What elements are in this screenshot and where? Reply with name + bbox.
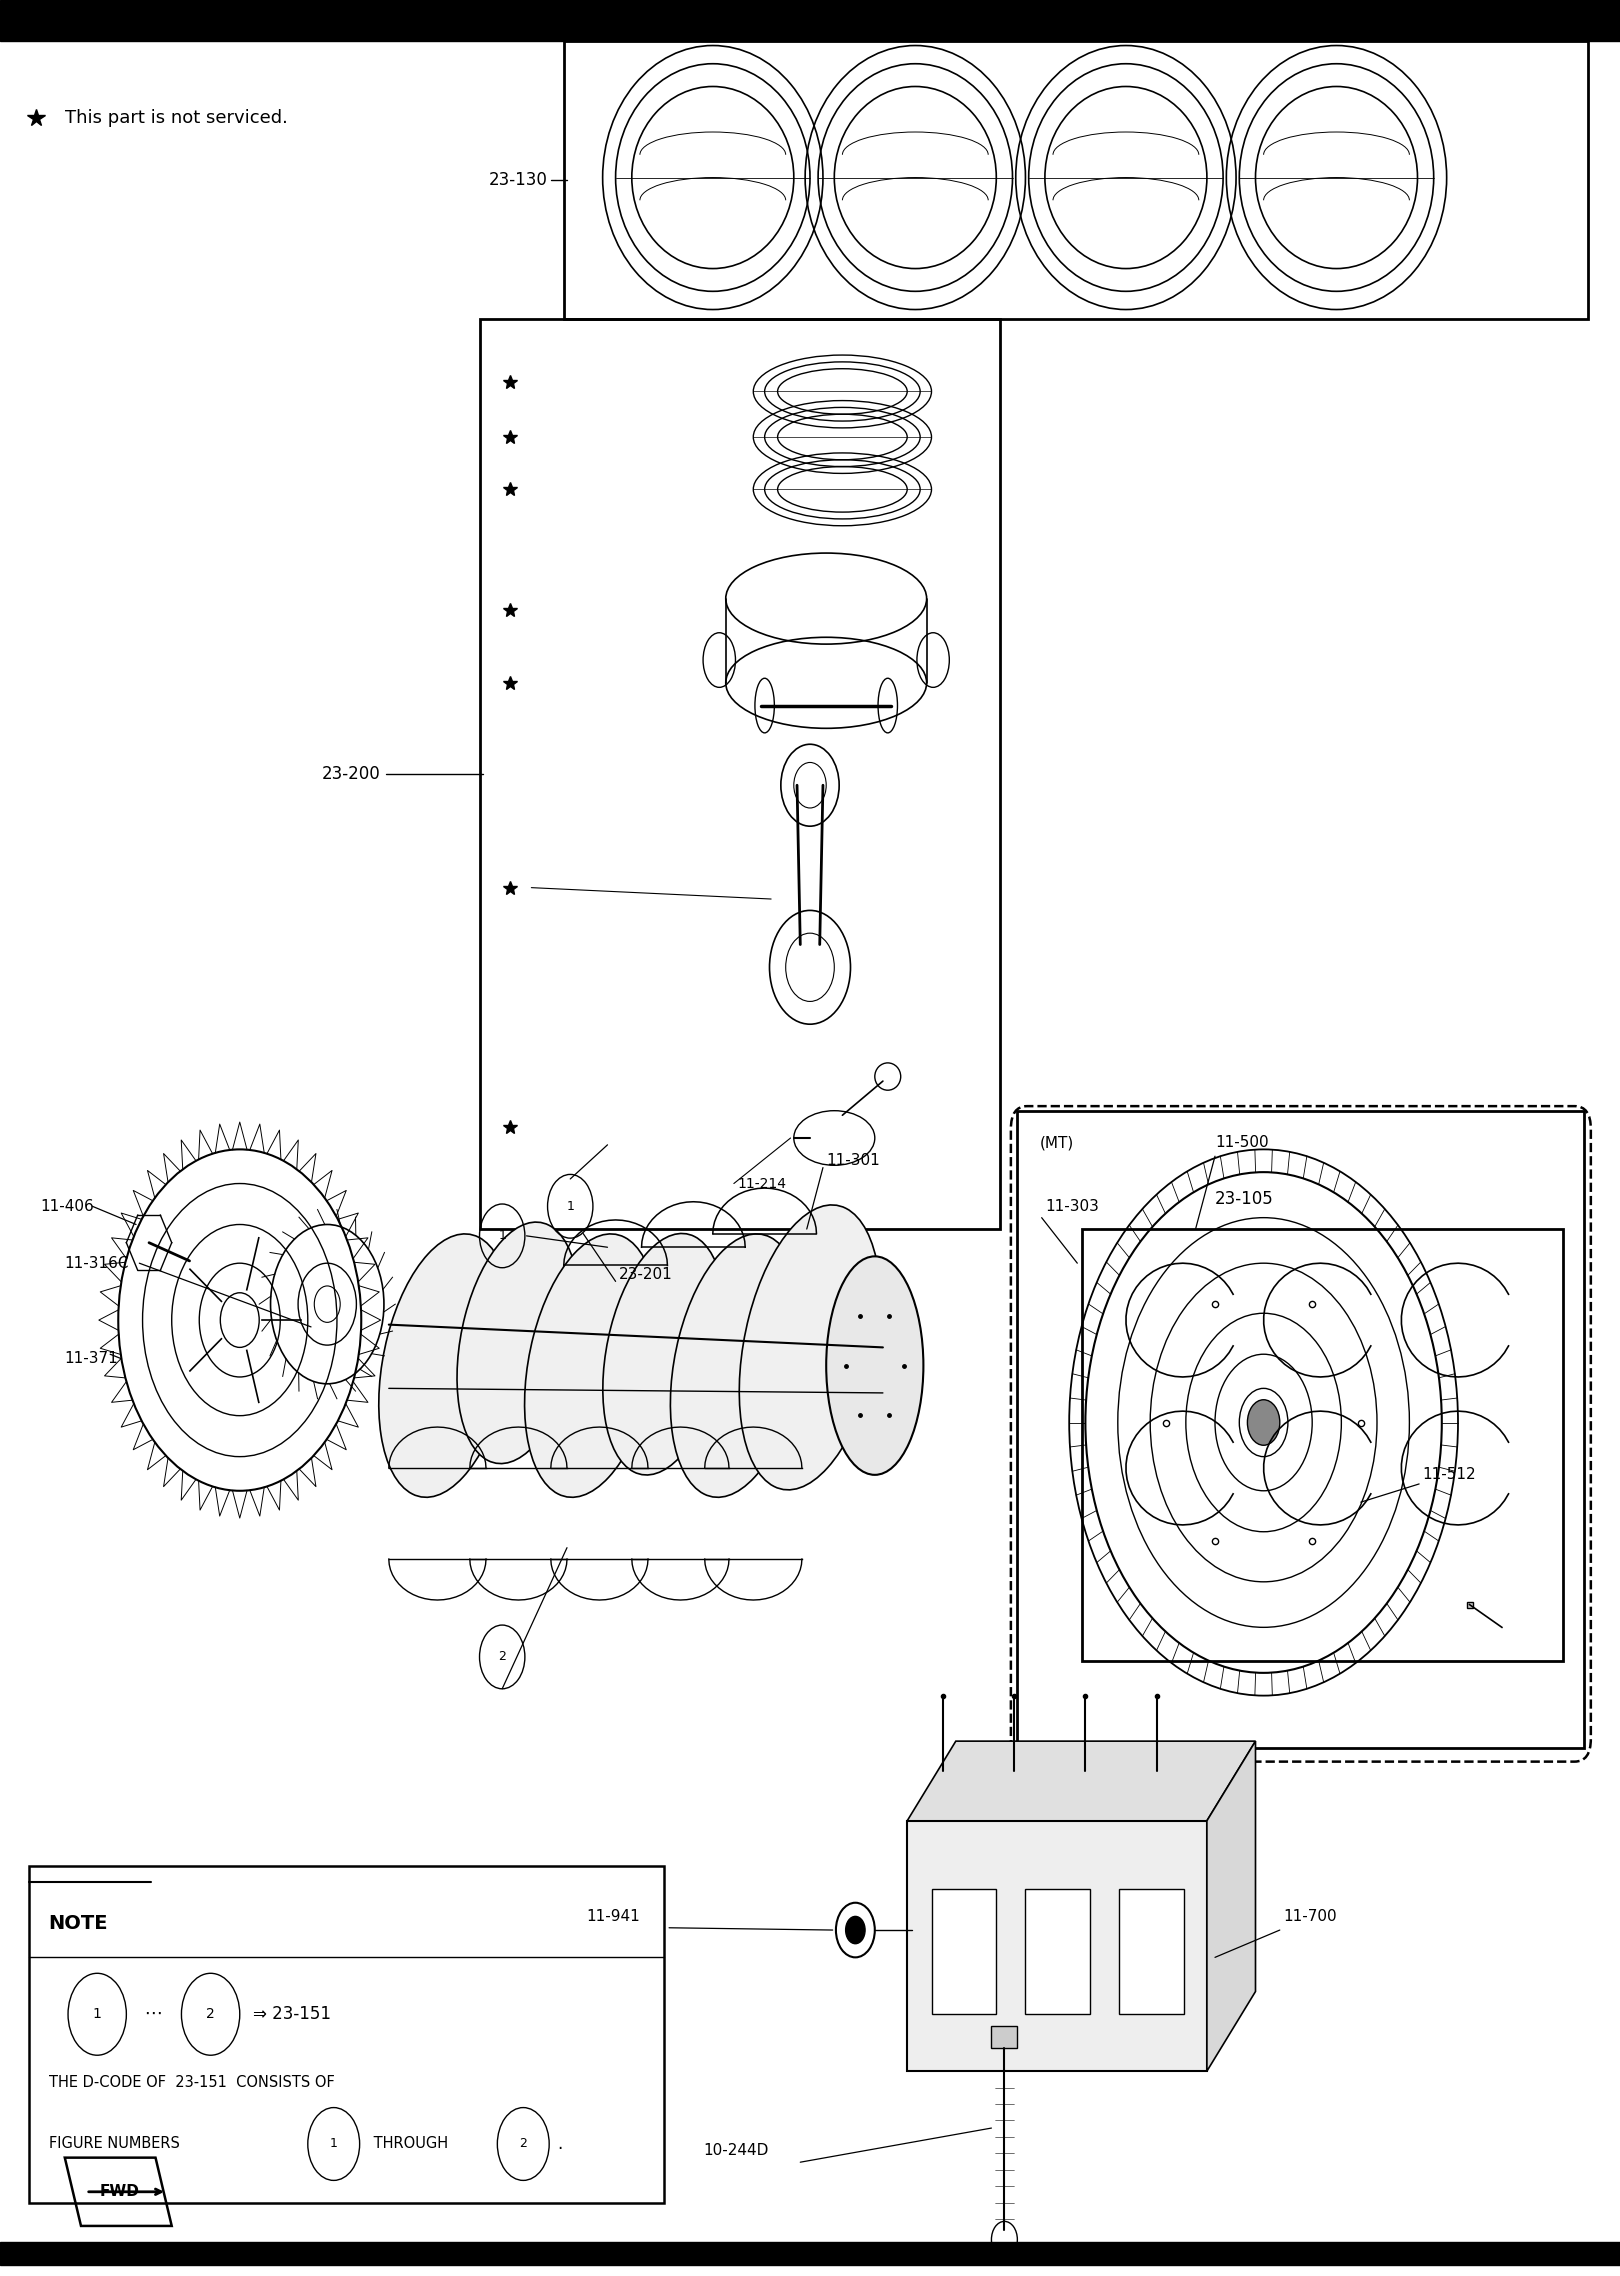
Text: FIGURE NUMBERS: FIGURE NUMBERS [49, 2137, 180, 2151]
Circle shape [1247, 1400, 1280, 1445]
Text: 2: 2 [206, 2007, 215, 2021]
Text: 10-244D: 10-244D [703, 2144, 768, 2158]
Text: THROUGH: THROUGH [369, 2137, 454, 2151]
Text: 23-105: 23-105 [1215, 1190, 1273, 1209]
Bar [29, 1866, 664, 2203]
Polygon shape [907, 1741, 1256, 1821]
Text: ⋯: ⋯ [139, 2005, 168, 2023]
Text: 11-316C: 11-316C [65, 1256, 130, 1270]
Text: .: . [557, 2135, 562, 2153]
Bar [0, 2242, 1620, 2265]
Text: 1: 1 [567, 1199, 573, 1213]
Ellipse shape [457, 1222, 580, 1463]
Text: FWD: FWD [100, 2185, 139, 2199]
Text: 11-700: 11-700 [1283, 1910, 1336, 1923]
Bar [1017, 1111, 1584, 1748]
Ellipse shape [603, 1234, 726, 1475]
Text: 2: 2 [520, 2137, 526, 2151]
Ellipse shape [525, 1234, 658, 1498]
Text: 1: 1 [499, 1229, 505, 1243]
Text: 1: 1 [92, 2007, 102, 2021]
Bar [1025, 1889, 1090, 2014]
Text: 11-500: 11-500 [1215, 1136, 1268, 1149]
Text: 2: 2 [499, 1650, 505, 1664]
Text: 23-200: 23-200 [322, 765, 381, 783]
Ellipse shape [739, 1204, 881, 1491]
Text: ⇒ 23-151: ⇒ 23-151 [253, 2005, 330, 2023]
Ellipse shape [671, 1234, 804, 1498]
Text: (MT): (MT) [1040, 1136, 1074, 1149]
Text: 11-214: 11-214 [737, 1177, 786, 1190]
Text: 1: 1 [330, 2137, 337, 2151]
Text: 11-303: 11-303 [1045, 1199, 1098, 1213]
Text: NOTE: NOTE [49, 1914, 109, 1932]
Text: This part is not serviced.: This part is not serviced. [65, 109, 288, 127]
Ellipse shape [379, 1234, 512, 1498]
Bar [1119, 1889, 1184, 2014]
Bar [480, 319, 1000, 1229]
Text: THE D-CODE OF  23-151  CONSISTS OF: THE D-CODE OF 23-151 CONSISTS OF [49, 2076, 334, 2089]
Bar [991, 2026, 1017, 2048]
Text: 11-371: 11-371 [65, 1352, 118, 1366]
Bar [1082, 1229, 1563, 1661]
Text: 11-941: 11-941 [586, 1910, 640, 1923]
Bar [907, 1821, 1207, 2071]
Text: 11-406: 11-406 [40, 1199, 94, 1213]
Text: 23-201: 23-201 [619, 1268, 672, 1281]
Bar [931, 1889, 996, 2014]
Bar [0, 0, 1620, 41]
Polygon shape [1207, 1741, 1256, 2071]
Text: 23-130: 23-130 [489, 171, 548, 189]
Bar [564, 41, 1588, 319]
Circle shape [846, 1916, 865, 1944]
Text: 11-301: 11-301 [826, 1154, 880, 1168]
Ellipse shape [826, 1256, 923, 1475]
Text: 11-512: 11-512 [1422, 1468, 1476, 1482]
